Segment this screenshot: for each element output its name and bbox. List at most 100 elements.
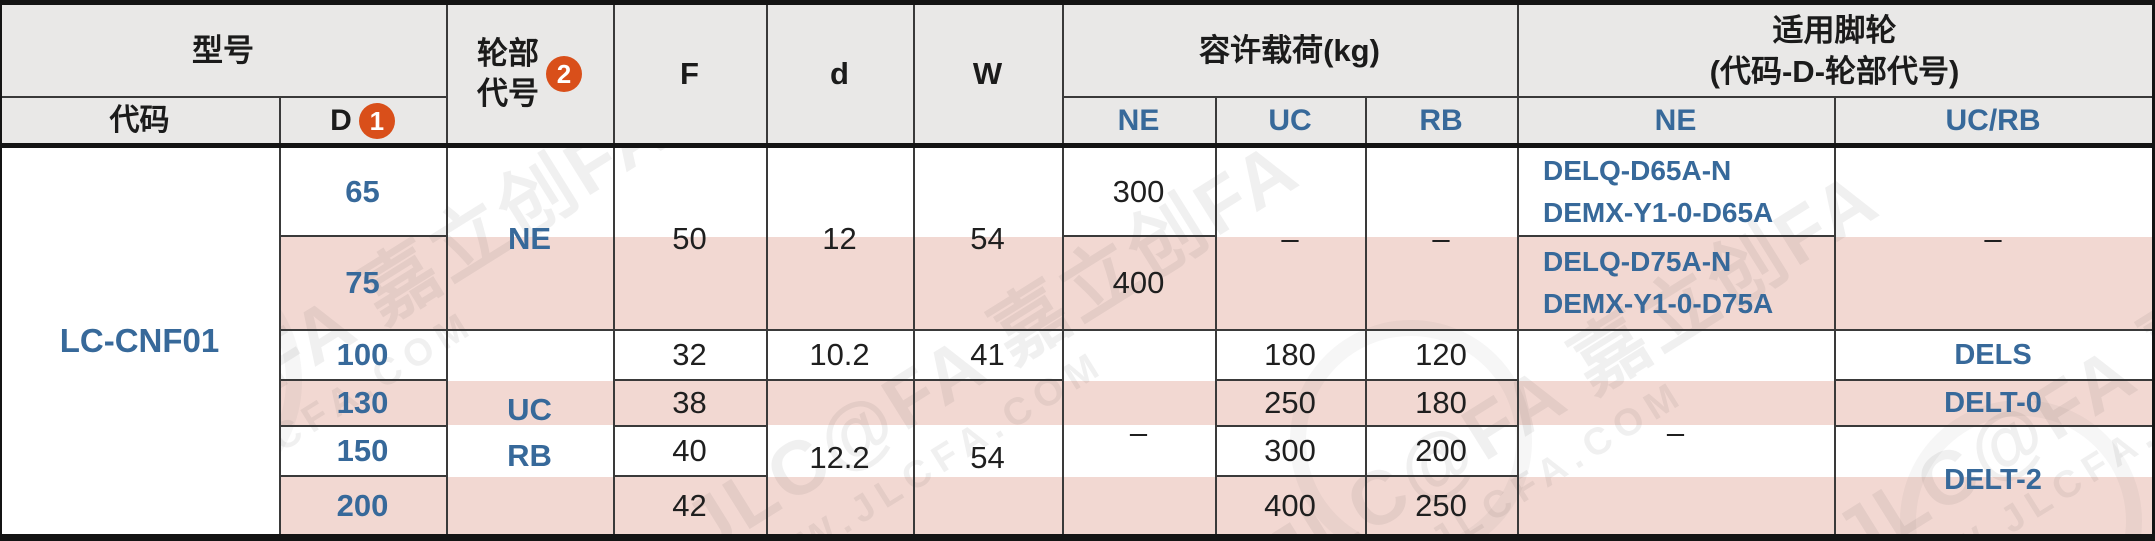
cell-caster-ucrb-100: DELS: [1954, 338, 2032, 371]
header-wheel-line2: 代号: [477, 76, 539, 111]
caster-code: DEMX-Y1-0-D65A: [1543, 196, 1774, 228]
header-code: 代码: [0, 98, 279, 143]
grid-line: [613, 379, 1062, 381]
header-wheel-code-text: 轮部 代号: [477, 34, 539, 114]
footnote-1-badge-icon: 1: [358, 102, 395, 139]
cell-d-200: 200: [336, 487, 389, 523]
cell-load-uc-dash: –: [1281, 220, 1299, 256]
cell-d-130: 130: [336, 385, 389, 420]
cell-model-code: LC-CNF01: [0, 148, 279, 534]
cell-d-100: 100: [336, 337, 389, 372]
grid-line: [0, 96, 446, 98]
cell-caster-ucrb-150-200: DELT-2: [1944, 464, 2042, 496]
grid-line: [1834, 379, 2152, 381]
table-border-left: [0, 0, 2, 541]
grid-line: [1062, 235, 1215, 237]
grid-line: [1834, 96, 1836, 534]
cell-wheel-ucrb: UC RB: [446, 331, 613, 534]
header-d-dim: d: [766, 5, 913, 143]
header-caster-line1: 适用脚轮: [1772, 12, 1897, 48]
header-load-rb: RB: [1365, 98, 1517, 143]
cell-w-ne: 54: [970, 220, 1005, 256]
cell-ddim-100: 10.2: [809, 337, 870, 372]
cell-load-uc-130: 250: [1264, 385, 1316, 420]
cell-load-uc-100: 180: [1264, 337, 1316, 372]
grid-line: [279, 425, 446, 427]
table-border-bottom: [0, 534, 2155, 541]
grid-line: [1062, 96, 2152, 98]
header-load-ne: NE: [1062, 98, 1215, 143]
cell-wheel-rb: RB: [507, 437, 552, 473]
cell-d-150: 150: [336, 433, 389, 468]
caster-code: DEMX-Y1-0-D75A: [1543, 288, 1774, 319]
cell-wheel-uc: UC: [507, 391, 552, 427]
cell-caster-ne-dash: –: [1666, 414, 1685, 450]
cell-load-rb-130: 180: [1415, 385, 1467, 420]
grid-line: [613, 5, 615, 534]
header-wheel-code: 轮部 代号 2: [446, 5, 613, 143]
grid-line: [446, 5, 448, 534]
grid-line: [1365, 96, 1367, 534]
header-caster-ucrb: UC/RB: [1834, 98, 2152, 143]
header-caster-ne: NE: [1517, 98, 1834, 143]
cell-f-100: 32: [672, 337, 707, 372]
cell-d-75: 75: [345, 265, 380, 300]
grid-line: [766, 5, 768, 534]
grid-line: [1062, 5, 1064, 534]
cell-load-ne-65: 300: [1112, 173, 1165, 209]
grid-line: [1834, 425, 2152, 427]
cell-w-100: 41: [970, 337, 1005, 372]
grid-line: [1215, 475, 1517, 477]
grid-line: [1215, 96, 1217, 534]
header-model-group: 型号: [0, 5, 446, 96]
grid-line: [279, 475, 446, 477]
cell-w-130-200: 54: [970, 439, 1005, 475]
header-d-label: D: [330, 103, 352, 137]
header-f: F: [613, 5, 766, 143]
header-load-uc: UC: [1215, 98, 1365, 143]
table-border-right: [2152, 0, 2155, 541]
grid-line: [279, 329, 2152, 331]
cell-load-ne-75: 400: [1112, 265, 1165, 300]
header-caster-group: 适用脚轮 (代码-D-轮部代号): [1517, 5, 2152, 96]
cell-ddim-ne: 12: [822, 220, 857, 256]
cell-caster-ucrb-130: DELT-0: [1944, 386, 2042, 419]
table-border-top: [0, 0, 2155, 5]
grid-line: [613, 425, 766, 427]
cell-caster-ucrb-dash: –: [1984, 220, 2002, 256]
header-bottom-rule: [0, 143, 2155, 148]
cell-load-uc-150: 300: [1264, 433, 1316, 468]
cell-f-ne: 50: [672, 220, 707, 256]
cell-load-rb-dash: –: [1432, 220, 1450, 256]
grid-line: [279, 235, 446, 237]
cell-load-rb-150: 200: [1415, 433, 1467, 468]
footnote-2-badge-icon: 2: [546, 56, 582, 92]
cell-f-200: 42: [672, 487, 707, 523]
cell-caster-ne-65: DELQ-D65A-N DEMX-Y1-0-D65A: [1517, 148, 1834, 235]
cell-caster-ne-75: DELQ-D75A-N DEMX-Y1-0-D75A: [1517, 237, 1834, 329]
cell-wheel-ne: NE: [507, 220, 552, 256]
header-load-group: 容许载荷(kg): [1062, 5, 1517, 96]
cell-load-rb-100: 120: [1415, 337, 1467, 372]
header-caster-line2: (代码-D-轮部代号): [1709, 53, 1960, 89]
grid-line: [1215, 425, 1517, 427]
cell-load-uc-200: 400: [1264, 487, 1316, 523]
grid-line: [913, 5, 915, 534]
cell-f-150: 40: [672, 433, 707, 468]
grid-line: [1215, 379, 1517, 381]
grid-line: [279, 96, 281, 534]
grid-line: [1517, 5, 1519, 534]
cell-f-130: 38: [672, 385, 707, 420]
cell-d-65: 65: [345, 173, 380, 209]
cell-ddim-130-200: 12.2: [809, 439, 870, 475]
header-wheel-line1: 轮部: [477, 36, 539, 71]
cell-load-ne-dash: –: [1129, 414, 1148, 450]
cell-load-rb-200: 250: [1415, 487, 1467, 523]
caster-code: DELQ-D75A-N: [1543, 246, 1732, 277]
grid-line: [1517, 235, 1834, 237]
header-w: W: [913, 5, 1062, 143]
header-d-column: D 1: [279, 98, 446, 143]
grid-line: [613, 475, 766, 477]
caster-code: DELQ-D65A-N: [1543, 154, 1732, 186]
